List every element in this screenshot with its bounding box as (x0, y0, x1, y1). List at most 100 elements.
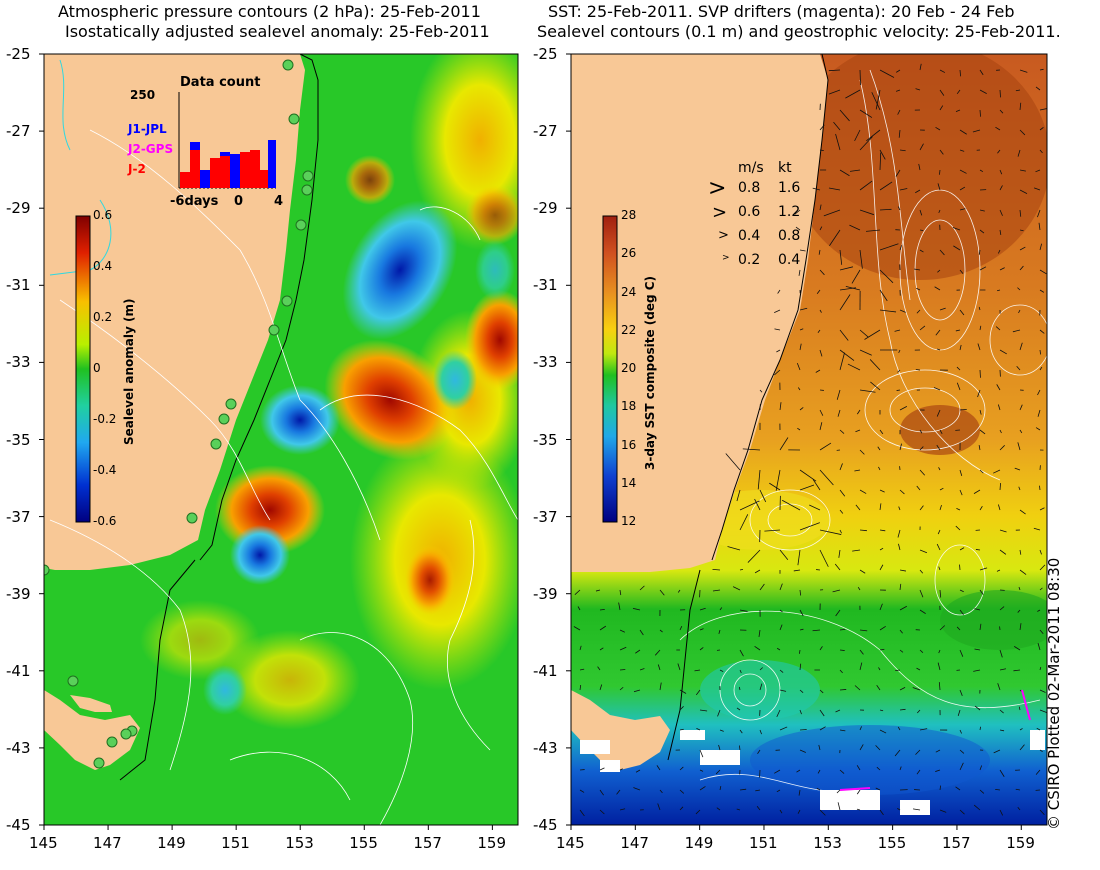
legend-ms: 0.8 (738, 180, 761, 196)
velocity-arrow (939, 169, 941, 175)
velocity-arrow (796, 363, 801, 371)
velocity-arrow (935, 769, 941, 772)
velocity-arrow (979, 229, 985, 234)
velocity-arrow (1039, 629, 1044, 634)
velocity-arrow (854, 469, 861, 472)
velocity-arrow (798, 269, 801, 276)
velocity-arrow (819, 204, 822, 211)
velocity-arrow (577, 606, 581, 611)
velocity-arrow (998, 504, 1001, 511)
velocity-arrow (919, 469, 926, 476)
velocity-arrow (755, 789, 761, 792)
velocity-arrow (979, 765, 983, 771)
velocity-arrow (877, 446, 881, 451)
velocity-arrow (859, 136, 873, 151)
velocity-arrow (919, 649, 924, 653)
sst-colorbar (602, 215, 618, 523)
velocity-arrow (679, 689, 687, 694)
legend-header-ms: m/s (738, 160, 764, 176)
velocity-arrow (919, 446, 924, 451)
velocity-arrow (959, 149, 965, 152)
velocity-arrow (759, 683, 763, 691)
velocity-arrow (781, 499, 801, 511)
velocity-arrow (916, 709, 921, 714)
velocity-arrow (656, 765, 661, 771)
velocity-arrow (574, 589, 581, 595)
velocity-arrow (979, 506, 983, 511)
velocity-arrow (894, 329, 901, 332)
cb-right-tick: 22 (621, 323, 637, 337)
velocity-arrow (839, 266, 854, 271)
velocity-arrow (839, 689, 847, 691)
legend-kt: 0.4 (778, 252, 801, 268)
velocity-arrow (1014, 467, 1021, 471)
x-tick-label: 151 (221, 834, 250, 852)
legend-j1-jpl: J1-JPL (128, 122, 167, 136)
velocity-arrow (699, 628, 704, 631)
velocity-arrow (916, 309, 921, 314)
velocity-arrow (977, 343, 981, 351)
velocity-arrow (919, 505, 924, 511)
velocity-arrow (1019, 69, 1028, 73)
velocity-arrow (819, 809, 826, 816)
velocity-arrow (699, 709, 708, 712)
velocity-arrow (913, 268, 921, 271)
velocity-arrow (999, 606, 1005, 611)
legend-kt: 1.2 (778, 204, 801, 220)
x-tick-label: 151 (748, 834, 778, 852)
velocity-arrow (774, 769, 781, 774)
velocity-arrow (879, 149, 886, 160)
velocity-arrow (659, 629, 663, 633)
velocity-arrow (993, 469, 1001, 474)
velocity-arrow (779, 437, 789, 451)
velocity-arrow (897, 726, 901, 731)
velocity-arrow (854, 685, 861, 691)
velocity-arrow (973, 804, 981, 811)
velocity-arrow (897, 369, 901, 373)
velocity-arrow (839, 429, 845, 434)
velocity-arrow (819, 689, 824, 694)
velocity-arrow (679, 789, 685, 794)
velocity-arrow (898, 543, 901, 551)
velocity-arrow (935, 749, 941, 753)
velocity-arrow (699, 607, 706, 611)
velocity-arrow (739, 669, 742, 674)
velocity-arrow (835, 709, 841, 713)
velocity-arrow (933, 387, 941, 391)
velocity-arrow (879, 626, 886, 631)
velocity-arrow (1037, 643, 1041, 651)
velocity-arrow (916, 769, 921, 775)
cb-right-tick: 12 (621, 514, 637, 528)
velocity-arrow (795, 226, 801, 231)
x-tick-label: 147 (93, 834, 122, 852)
velocity-arrow (739, 568, 744, 571)
velocity-arrow (999, 267, 1005, 271)
velocity-arrow (712, 568, 721, 571)
velocity-arrow (1019, 169, 1026, 172)
velocity-arrow (870, 381, 881, 391)
velocity-arrow (619, 808, 626, 811)
velocity-arrow (819, 442, 832, 451)
velocity-arrow (959, 208, 966, 211)
velocity-arrow (915, 369, 921, 371)
velocity-arrow (1039, 349, 1041, 355)
velocity-arrow (732, 586, 741, 591)
velocity-arrow (939, 149, 944, 155)
sst-map (566, 53, 1048, 830)
cb-left-tick: 0 (93, 361, 101, 375)
velocity-arrow (849, 224, 861, 231)
velocity-arrow (935, 329, 941, 336)
velocity-arrow (899, 687, 906, 691)
velocity-arrow (1019, 209, 1022, 217)
velocity-arrow (757, 749, 761, 754)
velocity-arrow (999, 769, 1005, 777)
velocity-arrow (956, 382, 961, 391)
velocity-arrow (937, 662, 941, 671)
velocity-arrow (1039, 289, 1045, 293)
velocity-arrow (618, 602, 621, 611)
velocity-arrow (879, 564, 884, 571)
velocity-arrow (974, 648, 981, 651)
velocity-arrow (979, 429, 986, 435)
velocity-arrow (915, 189, 921, 194)
velocity-arrow (812, 629, 821, 632)
